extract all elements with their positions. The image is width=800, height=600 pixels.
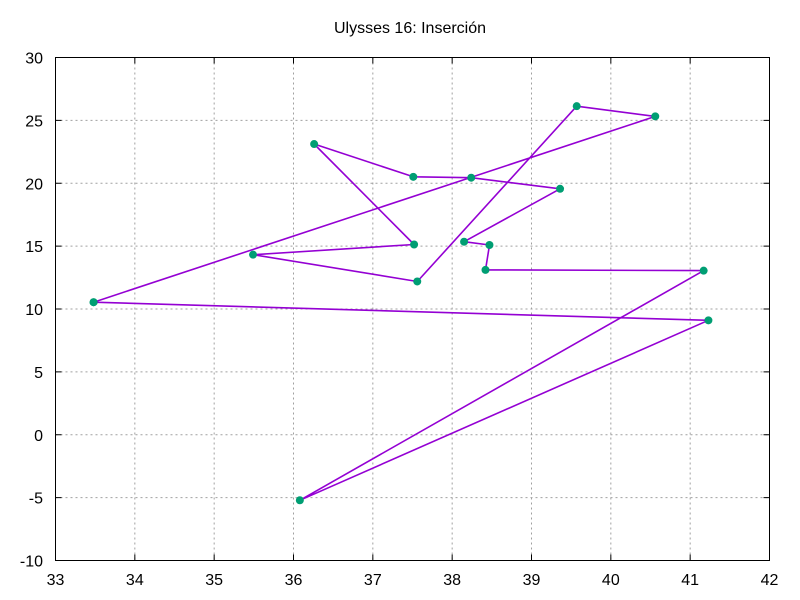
data-point [556, 184, 565, 193]
data-point [460, 237, 469, 246]
chart-title: Ulysses 16: Inserción [334, 20, 486, 37]
x-tick-label: 34 [126, 572, 144, 589]
grid [55, 57, 770, 561]
y-tick-label: 30 [25, 51, 43, 68]
data-point [409, 172, 418, 181]
data-point [572, 102, 581, 111]
y-tick-label: 25 [25, 113, 43, 130]
x-tick-label: 39 [523, 572, 541, 589]
x-tick-label: 40 [602, 572, 620, 589]
data-point [467, 173, 476, 182]
y-tick-label: -5 [29, 491, 43, 508]
data-point [310, 140, 319, 149]
x-tick-label: 35 [205, 572, 223, 589]
data-point [89, 298, 98, 307]
data-point [704, 316, 713, 325]
x-tick-label: 33 [47, 572, 65, 589]
plot-border [55, 57, 770, 561]
series-line [93, 105, 710, 502]
y-tick-label: 0 [34, 428, 43, 445]
data-point [651, 112, 660, 121]
x-tick-label: 42 [761, 572, 779, 589]
data-point [410, 240, 419, 249]
series [93, 105, 710, 502]
y-tick-label: 15 [25, 239, 43, 256]
markers [89, 102, 713, 505]
data-point [485, 240, 494, 249]
y-tick-label: -10 [20, 554, 43, 571]
data-point [481, 265, 490, 274]
x-tick-label: 38 [443, 572, 461, 589]
y-tick-label: 20 [25, 176, 43, 193]
x-tick-label: 37 [364, 572, 382, 589]
y-tick-label: 10 [25, 302, 43, 319]
y-tick-label: 5 [34, 365, 43, 382]
data-point [249, 250, 258, 259]
y-tick-labels: -10 -5 0 5 10 15 20 25 30 [20, 51, 43, 571]
x-tick-label: 36 [285, 572, 303, 589]
x-tick-labels: 33 34 35 36 37 38 39 40 41 42 [47, 572, 779, 589]
data-point [413, 277, 422, 286]
data-point [699, 266, 708, 275]
x-tick-label: 41 [681, 572, 699, 589]
data-point [295, 496, 304, 505]
